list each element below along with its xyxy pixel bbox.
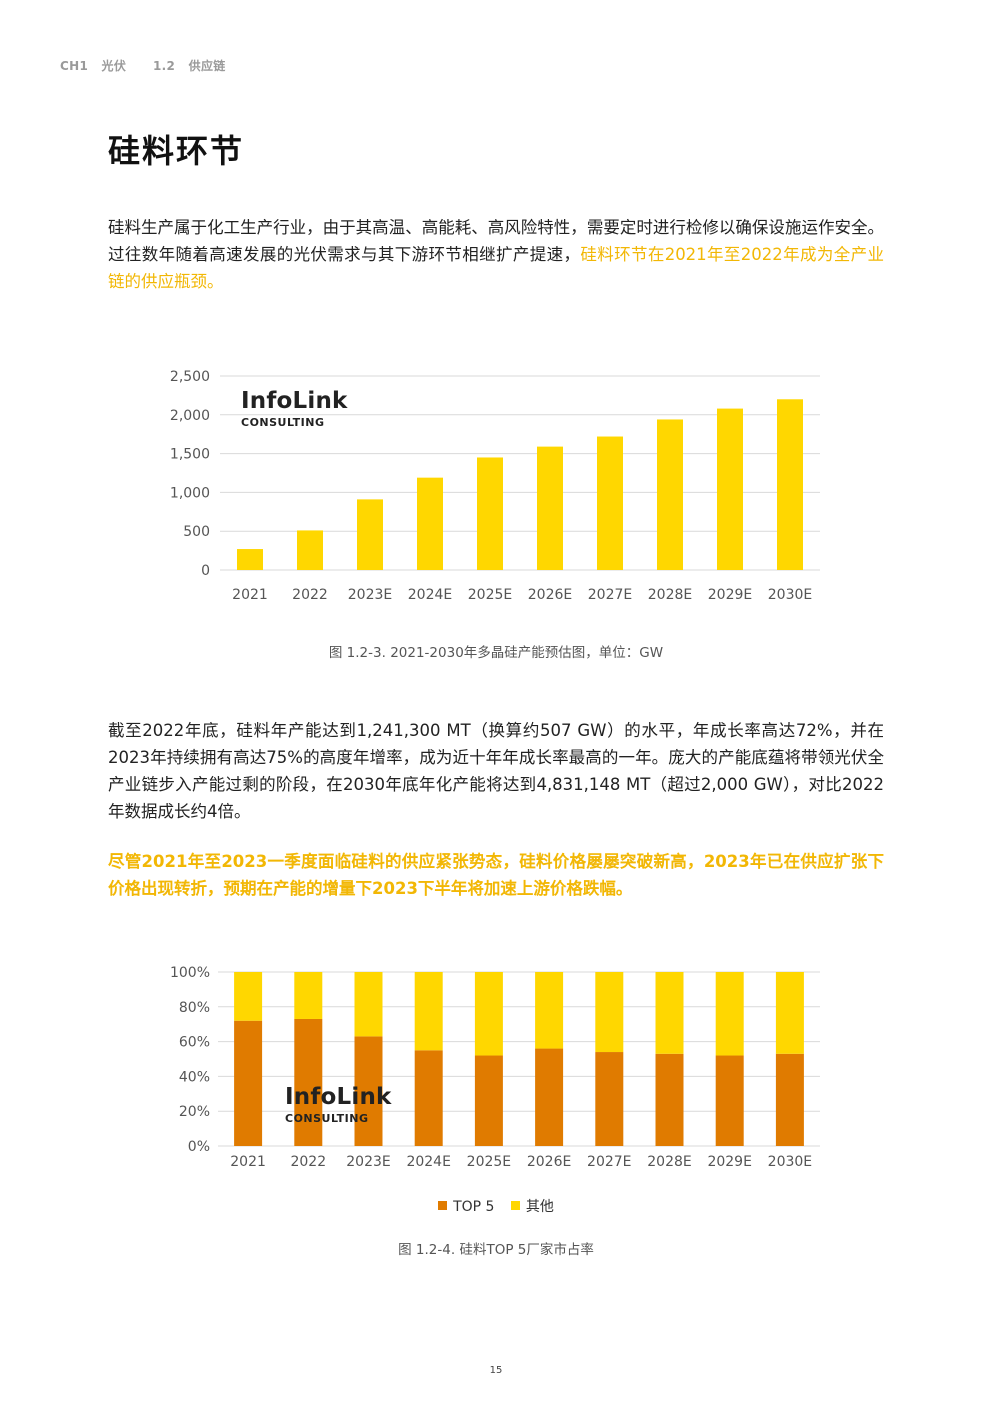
x-tick-label: 2030E [768,1154,812,1170]
legend-label-other: 其他 [525,1199,554,1215]
legend-swatch-other [510,1201,520,1210]
market-share-chart-svg: 0% 20% 40% 60% 80% 100% 2021 2022 2023E 2024E 2025… [170,965,820,1170]
breadcrumb: CH1 光伏 1.2 供应链 [60,57,226,74]
chart2-caption: 图 1.2-4. 硅料TOP 5厂家市占率 [398,1242,594,1258]
brand-subtitle-2: CONSULTING [285,1112,369,1125]
bar-top5 [715,1055,744,1146]
capacity-paragraph: 截至2022年底，硅料年产能达到1,241,300 MT（换算约507 GW）的… [108,721,884,821]
legend-item-top5: TOP 5 [438,1199,494,1215]
section-name: 供应链 [188,59,226,73]
bar [237,549,263,570]
bar [477,457,503,570]
x-tick-label: 2026E [528,587,572,603]
y-tick-label: 60% [179,1035,210,1051]
bar-top5 [234,1020,263,1146]
y-tick-label: 2,500 [170,369,210,385]
bar-top5 [294,1018,323,1146]
legend-swatch-top5 [438,1201,448,1210]
page-title: 硅料环节 [108,132,245,170]
y-tick-label: 0% [188,1139,210,1155]
x-tick-label: 2023E [346,1154,390,1170]
bar [357,499,383,570]
bar [777,399,803,570]
y-tick-label: 20% [179,1104,210,1120]
x-tick-label: 2028E [648,587,692,603]
bar-top5 [595,1052,624,1146]
intro-highlight: 硅料环节在2021年至2022年成为全产业链的供应瓶颈。 [108,245,884,291]
bar-other [715,972,744,1056]
brand-logo-2: InfoLink CONSULTING [285,1084,392,1125]
market-share-chart: 0% 20% 40% 60% 80% 100% 2021 2022 2023E 2024E 2025… [150,958,850,1178]
bar-other [414,972,443,1051]
bar-top5 [354,1036,383,1146]
bar-other [474,972,503,1056]
bar-other [294,972,323,1019]
x-tick-label: 2029E [708,587,752,603]
legend-label-top5: TOP 5 [453,1199,495,1215]
x-tick-label: 2021 [230,1154,266,1170]
bar-other [595,972,624,1053]
bar-top5 [535,1048,564,1146]
x-tick-label: 2030E [768,587,812,603]
chapter-label: CH1 [60,59,89,73]
x-tick-label: 2025E [468,587,512,603]
y-tick-label: 1,500 [170,447,210,463]
y-tick-label: 0 [201,563,210,579]
chart2-legend: TOP 5 其他 [0,1196,992,1216]
x-tick-label: 2027E [588,587,632,603]
x-tick-label: 2025E [467,1154,511,1170]
bar-top5 [414,1050,443,1146]
bar [597,436,623,570]
bar-other [775,972,804,1054]
bar-top5 [474,1055,503,1146]
bar-other [655,972,684,1054]
brand-name-2: InfoLink [285,1084,392,1110]
x-tick-label: 2027E [587,1154,631,1170]
intro-paragraph: 硅料生产属于化工生产行业，由于其高温、高能耗、高风险特性，需要定时进行检修以确保… [108,214,884,295]
y-tick-label: 40% [179,1069,210,1085]
bar [657,419,683,570]
legend-item-other: 其他 [510,1196,554,1216]
section-number: 1.2 [153,59,176,73]
x-tick-label: 2022 [290,1154,326,1170]
y-tick-label: 500 [183,524,210,540]
brand-subtitle: CONSULTING [241,416,325,429]
chart1-caption: 图 1.2-3. 2021-2030年多晶硅产能预估图，单位：GW [328,645,664,661]
price-paragraph: 尽管2021年至2023一季度面临硅料的供应紧张势态，硅料价格屡屡突破新高，20… [108,852,884,898]
brand-logo: InfoLink CONSULTING [241,388,348,429]
y-tick-label: 1,000 [170,485,210,501]
intro-text: 硅料生产属于化工生产行业，由于其高温、高能耗、高风险特性，需要定时进行检修以确保… [108,218,884,264]
y-tick-label: 80% [179,1000,210,1016]
x-tick-label: 2026E [527,1154,571,1170]
x-tick-label: 2029E [707,1154,751,1170]
x-tick-label: 2024E [408,587,452,603]
y-tick-label: 2,000 [170,408,210,424]
x-tick-label: 2022 [292,587,328,603]
bar [297,530,323,570]
bar-other [354,972,383,1037]
page-number: 15 [489,1365,503,1376]
x-tick-label: 2024E [406,1154,450,1170]
bar-top5 [775,1053,804,1146]
bar-other [234,972,263,1021]
brand-name: InfoLink [241,388,348,414]
bar [537,446,563,570]
bar [717,408,743,570]
y-tick-label: 100% [170,965,210,981]
capacity-chart: 0 500 1,000 1,500 2,000 2,500 2021 2022 2023E 202… [150,362,850,612]
x-tick-label: 2021 [232,587,268,603]
bar-top5 [655,1053,684,1146]
x-tick-label: 2023E [348,587,392,603]
bar-other [535,972,564,1049]
capacity-chart-svg: 0 500 1,000 1,500 2,000 2,500 2021 2022 2023E 202… [170,369,820,603]
x-tick-label: 2028E [647,1154,691,1170]
chapter-name: 光伏 [101,59,127,73]
bar [417,477,443,570]
